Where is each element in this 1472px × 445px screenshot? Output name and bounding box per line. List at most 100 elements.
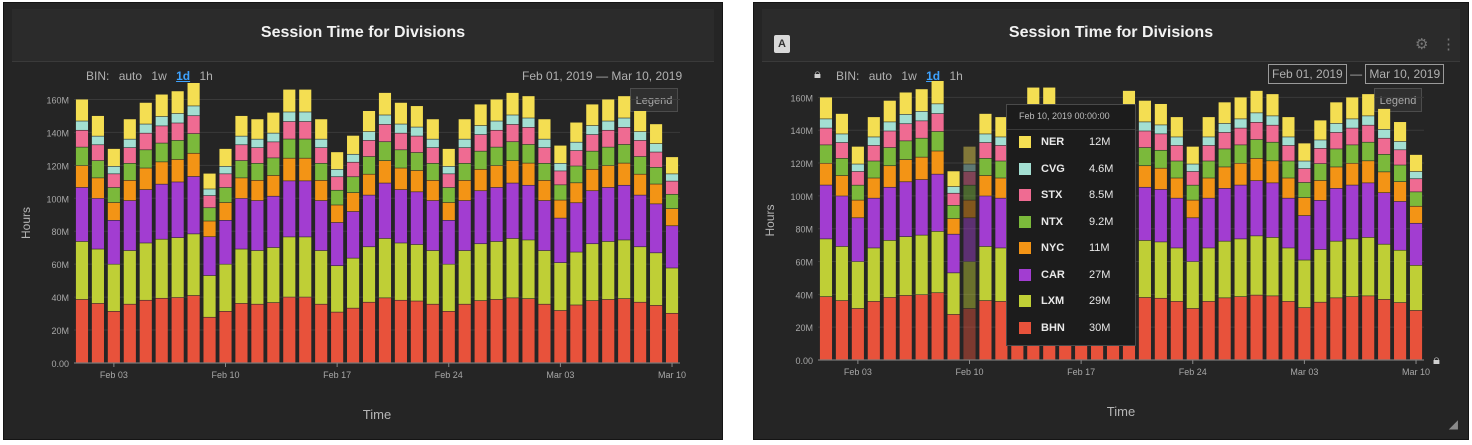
resize-handle-icon[interactable]: ◢: [1448, 417, 1458, 431]
lock-icon[interactable]: 🔒︎: [1433, 352, 1440, 367]
bar-stack[interactable]: [851, 146, 864, 360]
bar-stack[interactable]: [426, 119, 439, 363]
bar-stack[interactable]: [235, 115, 248, 363]
gear-icon[interactable]: ⚙: [1415, 36, 1429, 53]
bar-stack[interactable]: [586, 104, 599, 363]
bar-stack[interactable]: [506, 92, 519, 363]
bar-segment-ntx: [91, 160, 104, 178]
bar-stack[interactable]: [1250, 90, 1263, 360]
bar-stack[interactable]: [378, 92, 392, 363]
legend-button[interactable]: Legend: [1374, 88, 1422, 112]
bar-stack[interactable]: [899, 92, 912, 360]
bin-option-1d[interactable]: 1d: [926, 69, 941, 83]
bar-stack[interactable]: [1202, 117, 1215, 360]
bar-stack[interactable]: [1314, 120, 1327, 360]
bar-stack[interactable]: [91, 115, 104, 363]
bar-segment-stx: [963, 171, 976, 185]
bar-stack[interactable]: [331, 152, 344, 363]
bar-stack[interactable]: [299, 89, 312, 363]
bar-stack[interactable]: [665, 157, 679, 363]
lock-icon[interactable]: 🔒︎: [814, 66, 821, 81]
bar-stack[interactable]: [315, 119, 328, 363]
bar-stack[interactable]: [155, 94, 168, 363]
date-to[interactable]: Mar 10, 2019: [611, 69, 683, 83]
bar-stack[interactable]: [362, 111, 376, 363]
bar-stack[interactable]: [835, 113, 848, 360]
more-vertical-icon[interactable]: ⋮: [1441, 36, 1456, 53]
bar-stack[interactable]: [915, 89, 928, 360]
bar-stack[interactable]: [1298, 143, 1311, 360]
bar-stack[interactable]: [123, 119, 136, 363]
bar-stack[interactable]: [1234, 97, 1247, 360]
bar-stack[interactable]: [819, 97, 833, 360]
bar-stack[interactable]: [947, 171, 960, 360]
bar-stack[interactable]: [490, 99, 503, 363]
bar-stack[interactable]: [203, 173, 216, 363]
bar-stack[interactable]: [1362, 94, 1375, 360]
bar-stack[interactable]: [1170, 117, 1183, 360]
bar-segment-car: [474, 191, 487, 244]
bar-stack[interactable]: [442, 148, 455, 363]
bar-stack[interactable]: [1266, 94, 1279, 360]
bin-option-1d[interactable]: 1d: [176, 69, 191, 83]
bar-stack[interactable]: [522, 96, 535, 363]
tooltip-series-value: 30M: [1089, 321, 1111, 334]
date-from-field[interactable]: Feb 01, 2019: [1268, 64, 1347, 84]
bar-stack[interactable]: [1186, 146, 1199, 360]
bar-stack[interactable]: [618, 96, 631, 363]
bar-stack[interactable]: [995, 117, 1008, 360]
bar-stack[interactable]: [1138, 100, 1151, 360]
bar-stack[interactable]: [1330, 102, 1343, 360]
bar-stack[interactable]: [554, 145, 567, 363]
bin-option-1w[interactable]: 1w: [151, 69, 167, 83]
bar-stack[interactable]: [570, 122, 583, 363]
bar-segment-car: [947, 234, 960, 273]
bar-stack[interactable]: [187, 83, 200, 363]
bar-stack[interactable]: [602, 99, 615, 363]
bin-option-auto[interactable]: auto: [868, 69, 893, 83]
bar-stack[interactable]: [1378, 108, 1391, 360]
bar-segment-nyc: [1346, 163, 1359, 185]
bin-option-auto[interactable]: auto: [118, 69, 143, 83]
date-to-field[interactable]: Mar 10, 2019: [1365, 64, 1445, 84]
bar-stack[interactable]: [650, 124, 663, 363]
bar-stack[interactable]: [394, 102, 407, 363]
bar-stack[interactable]: [1282, 117, 1295, 360]
bar-stack[interactable]: [75, 99, 89, 363]
bar-stack[interactable]: [1218, 102, 1231, 360]
bin-option-1h[interactable]: 1h: [949, 69, 963, 83]
date-from[interactable]: Feb 01, 2019: [522, 69, 593, 83]
bar-segment-lxm: [474, 244, 487, 301]
bar-stack[interactable]: [171, 91, 184, 363]
bin-option-1h[interactable]: 1h: [199, 69, 213, 83]
legend-button[interactable]: Legend: [630, 88, 678, 112]
bar-stack[interactable]: [979, 113, 992, 360]
bar-stack[interactable]: [963, 146, 976, 360]
app-icon[interactable]: A: [774, 35, 790, 53]
bar-stack[interactable]: [634, 111, 647, 363]
bar-stack[interactable]: [410, 106, 423, 363]
tooltip-series-name: NER: [1041, 136, 1065, 148]
bar-segment-car: [1378, 193, 1391, 244]
bar-stack[interactable]: [1409, 154, 1423, 360]
bar-stack[interactable]: [219, 148, 232, 363]
bar-stack[interactable]: [139, 102, 152, 363]
bar-stack[interactable]: [474, 104, 487, 363]
bar-stack[interactable]: [1346, 97, 1359, 360]
bar-segment-cvg: [650, 143, 663, 152]
tooltip-series-name: NTX: [1041, 215, 1063, 228]
bin-option-1w[interactable]: 1w: [901, 69, 917, 83]
bar-segment-nyc: [1362, 161, 1375, 183]
bar-stack[interactable]: [1394, 122, 1407, 360]
bar-stack[interactable]: [251, 119, 264, 363]
bar-stack[interactable]: [931, 81, 944, 360]
bar-stack[interactable]: [347, 135, 360, 363]
bar-stack[interactable]: [538, 119, 551, 363]
bar-stack[interactable]: [867, 117, 880, 360]
bar-stack[interactable]: [1154, 103, 1167, 360]
bar-stack[interactable]: [283, 89, 296, 363]
bar-stack[interactable]: [883, 100, 896, 360]
bar-stack[interactable]: [267, 112, 280, 363]
bar-stack[interactable]: [458, 119, 471, 363]
bar-stack[interactable]: [107, 148, 120, 363]
